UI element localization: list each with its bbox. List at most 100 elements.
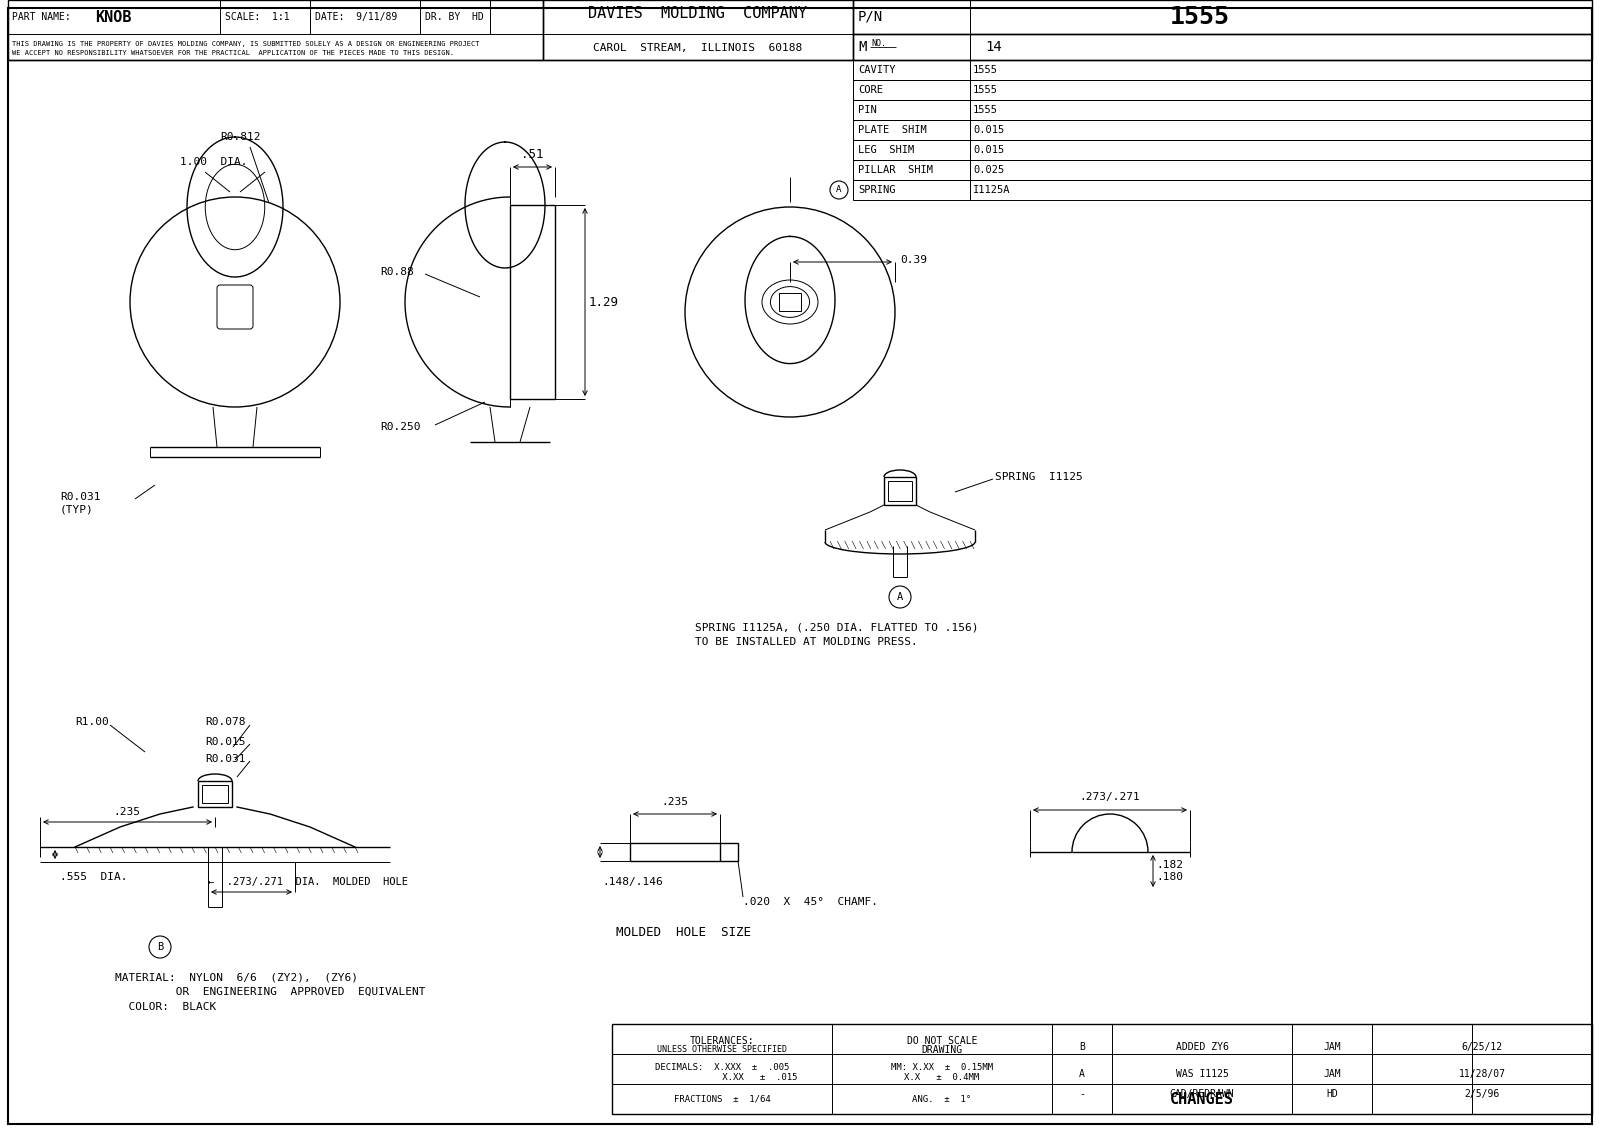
Text: THIS DRAWING IS THE PROPERTY OF DAVIES MOLDING COMPANY, IS SUBMITTED SOLELY AS A: THIS DRAWING IS THE PROPERTY OF DAVIES M… bbox=[13, 41, 480, 48]
Text: DATE:  9/11/89: DATE: 9/11/89 bbox=[315, 12, 397, 22]
Bar bbox=[542, 0, 853, 60]
Text: TOLERANCES:: TOLERANCES: bbox=[690, 1036, 754, 1046]
Text: P/N: P/N bbox=[858, 10, 883, 24]
Text: R0.031: R0.031 bbox=[61, 492, 101, 501]
Text: KNOB: KNOB bbox=[94, 9, 131, 25]
Text: FRACTIONS  ±  1/64: FRACTIONS ± 1/64 bbox=[674, 1095, 770, 1104]
Text: PART NAME:: PART NAME: bbox=[13, 12, 70, 22]
Bar bbox=[611, 1024, 1592, 1114]
Text: 1.00  DIA.: 1.00 DIA. bbox=[179, 157, 248, 168]
Text: CORE: CORE bbox=[858, 85, 883, 95]
Text: 0.015: 0.015 bbox=[973, 145, 1005, 155]
Text: -: - bbox=[1078, 1089, 1085, 1099]
Bar bbox=[853, 140, 1592, 160]
Text: JAM: JAM bbox=[1323, 1041, 1341, 1052]
Text: 14: 14 bbox=[986, 40, 1002, 54]
Text: .235: .235 bbox=[661, 797, 688, 807]
Text: .180: .180 bbox=[1155, 872, 1182, 882]
Text: CAVITY: CAVITY bbox=[858, 65, 896, 75]
Text: 0.39: 0.39 bbox=[899, 255, 926, 265]
Text: .148/.146: .148/.146 bbox=[602, 877, 662, 887]
Bar bbox=[779, 293, 802, 311]
Bar bbox=[853, 160, 1592, 180]
Text: 1.29: 1.29 bbox=[589, 295, 619, 309]
Text: 2/5/96: 2/5/96 bbox=[1464, 1089, 1499, 1099]
Text: B: B bbox=[1078, 1041, 1085, 1052]
Text: X.XX   ±  .015: X.XX ± .015 bbox=[646, 1073, 797, 1082]
Text: TO BE INSTALLED AT MOLDING PRESS.: TO BE INSTALLED AT MOLDING PRESS. bbox=[694, 637, 918, 648]
Text: R0.250: R0.250 bbox=[381, 422, 421, 432]
Text: SPRING  I1125: SPRING I1125 bbox=[995, 472, 1083, 482]
Text: MOLDED  HOLE  SIZE: MOLDED HOLE SIZE bbox=[616, 926, 752, 938]
Text: R0.078: R0.078 bbox=[205, 717, 245, 727]
Bar bbox=[853, 100, 1592, 120]
Text: R0.88: R0.88 bbox=[381, 267, 414, 277]
Bar bbox=[202, 784, 229, 803]
Text: MATERIAL:  NYLON  6/6  (ZY2),  (ZY6): MATERIAL: NYLON 6/6 (ZY2), (ZY6) bbox=[115, 972, 358, 981]
Bar bbox=[8, 0, 542, 60]
Bar bbox=[510, 205, 555, 398]
Text: R0.015: R0.015 bbox=[205, 737, 245, 747]
Text: 1555: 1555 bbox=[973, 85, 998, 95]
Text: DRAWING: DRAWING bbox=[922, 1045, 963, 1055]
Text: A: A bbox=[1078, 1069, 1085, 1079]
Text: PIN: PIN bbox=[858, 105, 877, 115]
Text: R0.812: R0.812 bbox=[221, 132, 261, 142]
Text: ←  .273/.271  DIA.  MOLDED  HOLE: ← .273/.271 DIA. MOLDED HOLE bbox=[208, 877, 408, 887]
Text: SPRING I1125A, (.250 DIA. FLATTED TO .156): SPRING I1125A, (.250 DIA. FLATTED TO .15… bbox=[694, 621, 979, 632]
Text: OR  ENGINEERING  APPROVED  EQUIVALENT: OR ENGINEERING APPROVED EQUIVALENT bbox=[115, 987, 426, 997]
Text: SPRING: SPRING bbox=[858, 185, 896, 195]
Bar bbox=[853, 180, 1592, 200]
Bar bbox=[853, 120, 1592, 140]
Bar bbox=[853, 60, 1592, 80]
Text: .51: .51 bbox=[522, 148, 544, 162]
Text: M: M bbox=[858, 40, 866, 54]
Text: MM: X.XX  ±  0.15MM: MM: X.XX ± 0.15MM bbox=[891, 1063, 994, 1072]
Text: NO.: NO. bbox=[870, 38, 886, 48]
Text: R1.00: R1.00 bbox=[75, 717, 109, 727]
Bar bbox=[853, 0, 1592, 34]
Text: HD: HD bbox=[1326, 1089, 1338, 1099]
Text: PLATE  SHIM: PLATE SHIM bbox=[858, 125, 926, 135]
Text: DO NOT SCALE: DO NOT SCALE bbox=[907, 1036, 978, 1046]
Text: I1125A: I1125A bbox=[973, 185, 1011, 195]
Bar bbox=[853, 34, 1592, 60]
Text: .555  DIA.: .555 DIA. bbox=[61, 872, 128, 882]
Text: COLOR:  BLACK: COLOR: BLACK bbox=[115, 1002, 216, 1012]
Text: 1555: 1555 bbox=[973, 65, 998, 75]
Text: WE ACCEPT NO RESPONSIBILITY WHATSOEVER FOR THE PRACTICAL  APPLICATION OF THE PIE: WE ACCEPT NO RESPONSIBILITY WHATSOEVER F… bbox=[13, 50, 454, 55]
Text: B: B bbox=[157, 942, 163, 952]
Text: A: A bbox=[837, 186, 842, 195]
Text: SCALE:  1:1: SCALE: 1:1 bbox=[226, 12, 290, 22]
Text: UNLESS OTHERWISE SPECIFIED: UNLESS OTHERWISE SPECIFIED bbox=[658, 1046, 787, 1055]
Text: WAS I1125: WAS I1125 bbox=[1176, 1069, 1229, 1079]
Text: .020  X  45°  CHAMF.: .020 X 45° CHAMF. bbox=[742, 897, 878, 907]
Text: A: A bbox=[898, 592, 902, 602]
Text: (TYP): (TYP) bbox=[61, 504, 94, 514]
Text: 0.015: 0.015 bbox=[973, 125, 1005, 135]
Text: CAD/REDRAWN: CAD/REDRAWN bbox=[1170, 1089, 1234, 1099]
Text: DAVIES  MOLDING  COMPANY: DAVIES MOLDING COMPANY bbox=[589, 7, 808, 22]
Text: LEG  SHIM: LEG SHIM bbox=[858, 145, 914, 155]
Bar bbox=[198, 781, 232, 807]
Text: 1555: 1555 bbox=[1170, 5, 1230, 29]
Text: DECIMALS:  X.XXX  ±  .005: DECIMALS: X.XXX ± .005 bbox=[654, 1063, 789, 1072]
Text: .182: .182 bbox=[1155, 860, 1182, 871]
Text: JAM: JAM bbox=[1323, 1069, 1341, 1079]
Text: CHANGES: CHANGES bbox=[1170, 1091, 1234, 1106]
Text: X.X   ±  0.4MM: X.X ± 0.4MM bbox=[904, 1073, 979, 1082]
Bar bbox=[720, 843, 738, 861]
Text: 6/25/12: 6/25/12 bbox=[1461, 1041, 1502, 1052]
Text: R0.031: R0.031 bbox=[205, 754, 245, 764]
Text: .273/.271: .273/.271 bbox=[1080, 792, 1141, 801]
Text: ANG.  ±  1°: ANG. ± 1° bbox=[912, 1095, 971, 1104]
Text: DR. BY  HD: DR. BY HD bbox=[426, 12, 483, 22]
Bar bbox=[853, 80, 1592, 100]
Text: 11/28/07: 11/28/07 bbox=[1459, 1069, 1506, 1079]
Text: 0.025: 0.025 bbox=[973, 165, 1005, 175]
Text: ADDED ZY6: ADDED ZY6 bbox=[1176, 1041, 1229, 1052]
Text: CAROL  STREAM,  ILLINOIS  60188: CAROL STREAM, ILLINOIS 60188 bbox=[594, 43, 803, 53]
Bar bbox=[888, 481, 912, 501]
Bar bbox=[883, 477, 915, 505]
Text: .235: .235 bbox=[114, 807, 141, 817]
